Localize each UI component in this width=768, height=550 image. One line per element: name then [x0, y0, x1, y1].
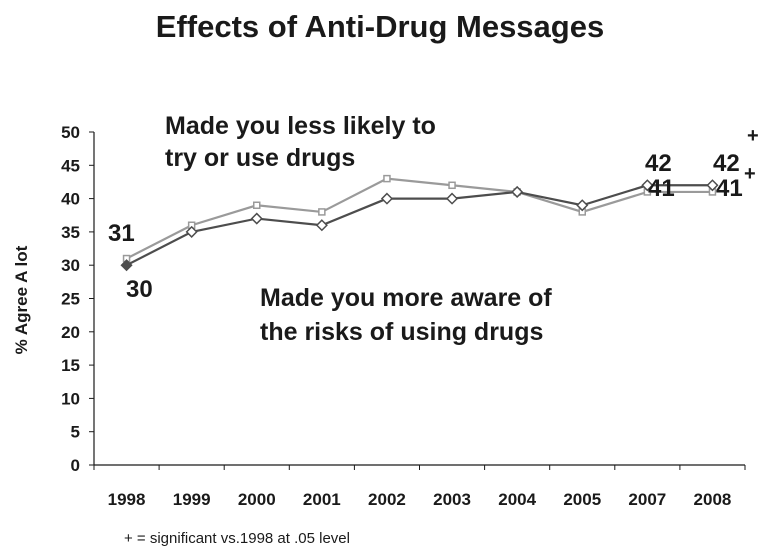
data-label-2008-less: 42: [713, 150, 740, 177]
series-point: [641, 179, 654, 192]
y-tick-label: 10: [61, 389, 80, 408]
y-tick-label: 20: [61, 323, 80, 342]
series-point: [383, 174, 391, 183]
y-tick-label: 30: [61, 256, 80, 275]
annotation-more-aware-line1: Made you more aware of: [260, 284, 552, 312]
series-point: [448, 181, 456, 190]
axes: [89, 131, 746, 470]
series-markers: [120, 174, 719, 272]
significance-mark-2008-less: +: [747, 125, 759, 147]
annotation-less-likely-line1: Made you less likely to: [165, 112, 436, 140]
annotation-less-likely-line2: try or use drugs: [165, 144, 355, 172]
y-tick-label: 40: [61, 190, 80, 209]
x-tick-label: 2003: [433, 490, 471, 509]
series-lines: [126, 177, 713, 267]
series-point: [315, 219, 328, 232]
series-line-1: [126, 177, 713, 260]
series-point: [120, 259, 133, 272]
data-label-2008-aware: 41: [716, 175, 743, 202]
annotation-more-aware-line2: the risks of using drugs: [260, 318, 543, 346]
x-tick-label: 2001: [303, 490, 341, 509]
y-tick-label: 25: [61, 290, 80, 309]
series-point: [250, 212, 263, 225]
y-axis-label: % Agree A lot: [12, 245, 31, 354]
tick-labels: 0 5 10 15 20 25 30 35 40 45 50 1998 1999 2000 2001 2002…: [61, 123, 731, 509]
data-label-1998-aware: 31: [108, 220, 135, 247]
data-label-2007-aware: 41: [648, 175, 675, 202]
x-tick-label: 2004: [498, 490, 536, 509]
y-tick-label: 15: [61, 356, 80, 375]
y-tick-label: 0: [71, 456, 80, 475]
footnote: + = significant vs.1998 at .05 level: [124, 530, 350, 547]
chart-title: Effects of Anti-Drug Messages: [156, 9, 604, 44]
x-tick-label: 2000: [238, 490, 276, 509]
series-point: [253, 201, 261, 210]
data-label-1998-less: 30: [126, 276, 153, 303]
x-tick-label: 2008: [694, 490, 732, 509]
x-tick-label: 2007: [628, 490, 666, 509]
series-point: [380, 192, 394, 205]
x-tick-label: 2005: [563, 490, 601, 509]
data-label-2007-less: 42: [645, 150, 672, 177]
y-tick-label: 35: [61, 223, 80, 242]
y-tick-label: 45: [61, 156, 80, 175]
significance-mark-2008-aware: +: [744, 163, 756, 185]
series-point: [318, 208, 326, 216]
x-tick-label: 2002: [368, 490, 406, 509]
y-tick-label: 50: [61, 123, 80, 142]
series-point: [706, 179, 719, 192]
y-tick-label: 5: [71, 423, 80, 442]
series-point: [185, 225, 198, 238]
series-point: [445, 192, 459, 205]
series-point: [511, 185, 524, 199]
series-point: [576, 199, 589, 212]
x-tick-label: 1998: [108, 490, 146, 509]
series-line-2: [126, 184, 713, 267]
x-tick-label: 1999: [173, 490, 211, 509]
